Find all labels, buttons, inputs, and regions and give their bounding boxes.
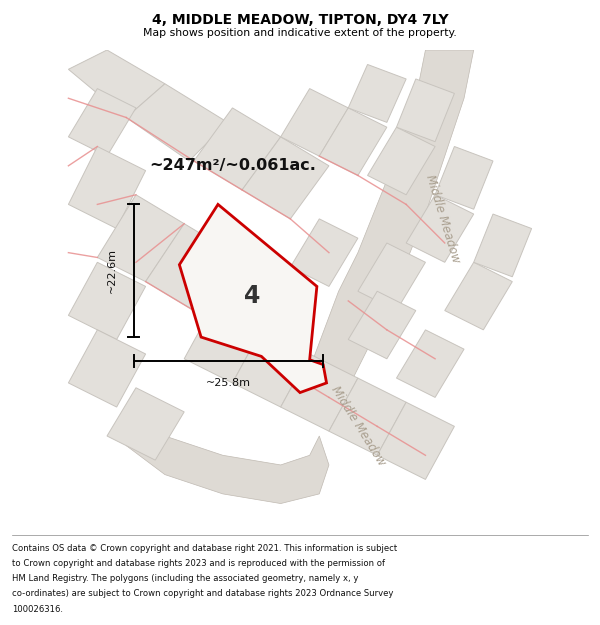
Polygon shape (184, 306, 262, 383)
Polygon shape (68, 89, 136, 156)
Polygon shape (406, 195, 474, 262)
Text: 4: 4 (244, 284, 260, 308)
Polygon shape (68, 50, 165, 118)
Text: ~247m²/~0.061ac.: ~247m²/~0.061ac. (149, 158, 316, 173)
Polygon shape (319, 108, 387, 176)
Polygon shape (348, 291, 416, 359)
Polygon shape (368, 127, 435, 195)
Polygon shape (281, 89, 348, 156)
Polygon shape (146, 224, 232, 311)
Text: Map shows position and indicative extent of the property.: Map shows position and indicative extent… (143, 28, 457, 38)
Polygon shape (445, 262, 512, 330)
Text: ~25.8m: ~25.8m (206, 378, 251, 388)
Text: Middle Meadow: Middle Meadow (423, 173, 462, 264)
Polygon shape (474, 214, 532, 277)
Polygon shape (397, 79, 454, 142)
Polygon shape (290, 219, 358, 286)
Polygon shape (97, 195, 184, 282)
Polygon shape (281, 354, 358, 431)
Polygon shape (329, 378, 406, 455)
Polygon shape (232, 330, 310, 407)
Polygon shape (68, 330, 146, 407)
Polygon shape (127, 84, 227, 161)
Text: Contains OS data © Crown copyright and database right 2021. This information is : Contains OS data © Crown copyright and d… (12, 544, 397, 552)
Polygon shape (107, 388, 184, 460)
Polygon shape (194, 108, 281, 190)
Polygon shape (179, 204, 326, 392)
Polygon shape (68, 146, 146, 229)
Polygon shape (242, 137, 329, 219)
Text: co-ordinates) are subject to Crown copyright and database rights 2023 Ordnance S: co-ordinates) are subject to Crown copyr… (12, 589, 394, 598)
Polygon shape (295, 50, 474, 426)
Polygon shape (377, 402, 454, 479)
Text: HM Land Registry. The polygons (including the associated geometry, namely x, y: HM Land Registry. The polygons (includin… (12, 574, 358, 583)
Text: Middle Meadow: Middle Meadow (328, 384, 388, 469)
Polygon shape (435, 146, 493, 209)
Text: 100026316.: 100026316. (12, 604, 63, 614)
Text: to Crown copyright and database rights 2023 and is reproduced with the permissio: to Crown copyright and database rights 2… (12, 559, 385, 568)
Text: ~22.6m: ~22.6m (107, 248, 117, 293)
Polygon shape (127, 407, 329, 504)
Text: 4, MIDDLE MEADOW, TIPTON, DY4 7LY: 4, MIDDLE MEADOW, TIPTON, DY4 7LY (152, 12, 448, 26)
Polygon shape (68, 262, 146, 339)
Polygon shape (358, 243, 425, 311)
Polygon shape (348, 64, 406, 122)
Polygon shape (397, 330, 464, 398)
